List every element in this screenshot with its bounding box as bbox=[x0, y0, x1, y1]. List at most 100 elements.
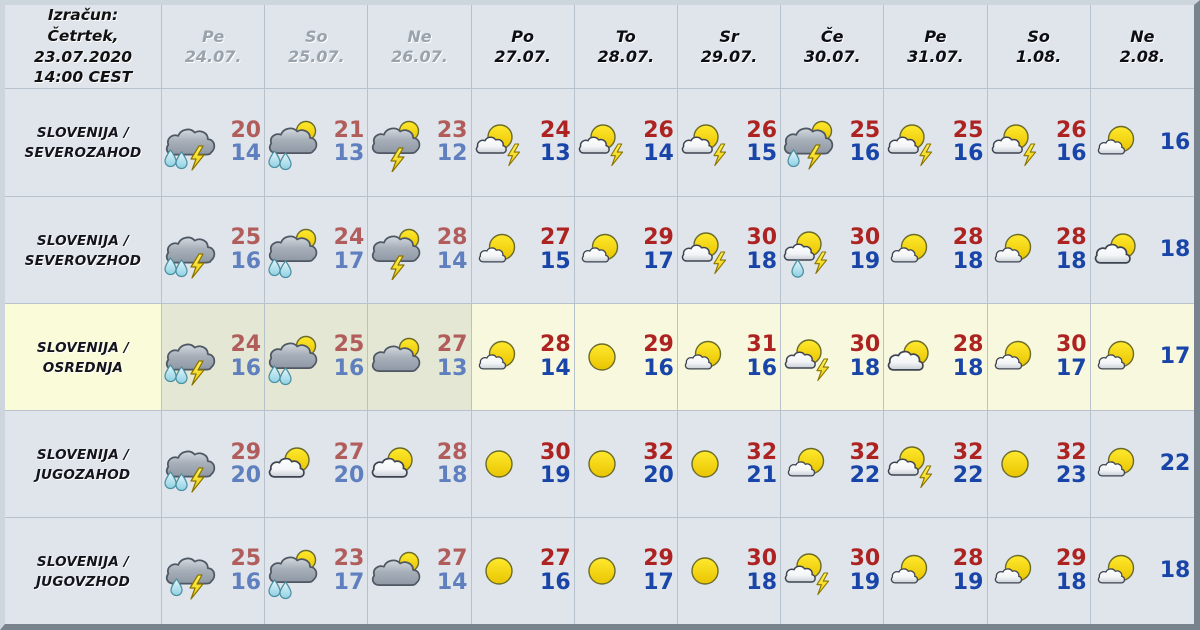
temperature-max: 27 bbox=[436, 546, 468, 572]
temperature-max: 28 bbox=[540, 332, 571, 358]
forecast-cell[interactable]: 30 18 bbox=[677, 518, 782, 624]
forecast-cell[interactable]: 18 bbox=[1090, 518, 1194, 624]
day-header-po-3[interactable]: Po 27.07. bbox=[471, 5, 575, 90]
temperature-min: 14 bbox=[540, 356, 571, 382]
temperature-pair: 18 bbox=[1150, 197, 1192, 303]
forecast-cell[interactable]: 32 22 bbox=[781, 411, 885, 519]
forecast-cell[interactable]: 26 14 bbox=[574, 89, 678, 197]
temperature-pair: 25 16 bbox=[221, 547, 263, 595]
temperature-max: 30 bbox=[1055, 332, 1087, 358]
forecast-cell[interactable]: 28 18 bbox=[884, 303, 988, 412]
temperature-max: 28 bbox=[952, 332, 984, 358]
forecast-cell[interactable]: 29 17 bbox=[574, 196, 678, 304]
forecast-cell[interactable]: 30 18 bbox=[677, 196, 782, 304]
day-header-ne-2[interactable]: Ne 26.07. bbox=[368, 5, 472, 90]
forecast-cell[interactable]: 27 20 bbox=[265, 411, 369, 519]
day-header-so-1[interactable]: So 25.07. bbox=[265, 5, 369, 90]
forecast-cell[interactable]: 28 18 bbox=[884, 196, 988, 304]
temperature-min: 17 bbox=[333, 248, 365, 274]
forecast-cell[interactable]: 29 16 bbox=[574, 303, 678, 412]
temperature-pair: 29 18 bbox=[1047, 547, 1089, 595]
temperature-max: 32 bbox=[746, 439, 778, 465]
forecast-cell[interactable]: 31 16 bbox=[677, 303, 782, 412]
day-name: Če bbox=[820, 26, 844, 46]
forecast-cell[interactable]: 30 19 bbox=[781, 518, 885, 624]
forecast-cell[interactable]: 21 13 bbox=[265, 89, 369, 197]
forecast-cell[interactable]: 17 bbox=[1090, 303, 1194, 412]
temperature-pair: 28 18 bbox=[943, 226, 985, 274]
forecast-cell[interactable]: 22 bbox=[1090, 411, 1194, 519]
forecast-cell[interactable]: 26 16 bbox=[987, 89, 1091, 197]
temperature-min: 18 bbox=[952, 356, 984, 382]
temperature-pair: 27 20 bbox=[324, 440, 366, 489]
temperature-max: 24 bbox=[333, 224, 365, 250]
day-header-to-4[interactable]: To 28.07. bbox=[574, 5, 678, 90]
forecast-cell[interactable]: 16 bbox=[1090, 89, 1194, 197]
forecast-cell[interactable]: 25 16 bbox=[265, 303, 369, 412]
forecast-cell[interactable]: 23 17 bbox=[265, 518, 369, 624]
temperature-pair: 23 17 bbox=[324, 547, 366, 595]
day-name: Pe bbox=[924, 26, 947, 46]
forecast-cell[interactable]: 30 17 bbox=[987, 303, 1091, 412]
temperature-max: 20 bbox=[230, 117, 262, 143]
forecast-cell[interactable]: 29 18 bbox=[987, 518, 1091, 624]
sun-cloud-icon bbox=[885, 220, 941, 280]
forecast-cell[interactable]: 28 18 bbox=[987, 196, 1091, 304]
temperature-max: 23 bbox=[436, 117, 468, 143]
forecast-cell[interactable]: 24 17 bbox=[265, 196, 369, 304]
forecast-cell[interactable]: 28 14 bbox=[471, 303, 575, 412]
day-header-sr-5[interactable]: Sr 29.07. bbox=[677, 5, 782, 90]
forecast-cell[interactable]: 30 18 bbox=[781, 303, 885, 412]
temperature-pair: 27 16 bbox=[531, 547, 573, 595]
temperature-max: 32 bbox=[643, 439, 674, 465]
forecast-cell[interactable]: 32 22 bbox=[884, 411, 988, 519]
region-label-cell[interactable]: SLOVENIJA / JUGOZAHOD bbox=[5, 411, 162, 519]
region-label-cell[interactable]: SLOVENIJA / JUGOVZHOD bbox=[5, 518, 162, 624]
day-header-pe-0[interactable]: Pe 24.07. bbox=[162, 5, 266, 90]
forecast-cell[interactable]: 30 19 bbox=[781, 196, 885, 304]
region-label-cell[interactable]: SLOVENIJA / SEVEROVZHOD bbox=[5, 196, 162, 304]
forecast-cell[interactable]: 25 16 bbox=[162, 518, 266, 624]
temperature-max: 30 bbox=[746, 224, 778, 250]
day-name: Ne bbox=[407, 26, 432, 46]
temperature-max: 29 bbox=[643, 546, 674, 572]
forecast-cell[interactable]: 32 23 bbox=[987, 411, 1091, 519]
forecast-cell[interactable]: 25 16 bbox=[884, 89, 988, 197]
temperature-max: 32 bbox=[952, 439, 984, 465]
table-header-row: Izračun: Četrtek, 23.07.2020 14:00 CEST … bbox=[5, 5, 1194, 90]
forecast-cell[interactable]: 24 13 bbox=[471, 89, 575, 197]
region-label-cell[interactable]: SLOVENIJA / SEVEROZAHOD bbox=[5, 89, 162, 197]
forecast-cell[interactable]: 20 14 bbox=[162, 89, 266, 197]
forecast-cell[interactable]: 25 16 bbox=[781, 89, 885, 197]
forecast-cell[interactable]: 28 14 bbox=[368, 196, 472, 304]
forecast-cell[interactable]: 29 17 bbox=[574, 518, 678, 624]
day-header-ne-9[interactable]: Ne 2.08. bbox=[1090, 5, 1194, 90]
forecast-cell[interactable]: 28 18 bbox=[368, 411, 472, 519]
forecast-cell[interactable]: 24 16 bbox=[162, 303, 266, 412]
forecast-cell[interactable]: 26 15 bbox=[677, 89, 782, 197]
day-header-če-6[interactable]: Če 30.07. bbox=[781, 5, 885, 90]
region-label-cell[interactable]: SLOVENIJA / OSREDNJA bbox=[5, 303, 162, 412]
temperature-pair: 28 19 bbox=[943, 547, 985, 595]
forecast-cell[interactable]: 27 13 bbox=[368, 303, 472, 412]
forecast-cell[interactable]: 25 16 bbox=[162, 196, 266, 304]
region-name: SLOVENIJA / SEVEROVZHOD bbox=[24, 232, 142, 269]
forecast-cell[interactable]: 32 21 bbox=[677, 411, 782, 519]
temperature-pair: 28 18 bbox=[943, 333, 985, 381]
day-header-pe-7[interactable]: Pe 31.07. bbox=[884, 5, 988, 90]
forecast-cell[interactable]: 27 14 bbox=[368, 518, 472, 624]
forecast-cell[interactable]: 29 20 bbox=[162, 411, 266, 519]
day-header-so-8[interactable]: So 1.08. bbox=[987, 5, 1091, 90]
temperature-pair: 25 16 bbox=[221, 226, 263, 274]
forecast-cell[interactable]: 30 19 bbox=[471, 411, 575, 519]
forecast-cell[interactable]: 32 20 bbox=[574, 411, 678, 519]
forecast-cell[interactable]: 23 12 bbox=[368, 89, 472, 197]
calculation-time-text: Izračun: Četrtek, 23.07.2020 14:00 CEST bbox=[33, 6, 133, 87]
forecast-cell[interactable]: 27 16 bbox=[471, 518, 575, 624]
temperature-pair: 21 13 bbox=[324, 118, 366, 167]
forecast-cell[interactable]: 27 15 bbox=[471, 196, 575, 304]
forecast-cell[interactable]: 18 bbox=[1090, 196, 1194, 304]
sun-cloud-thunder-icon bbox=[885, 112, 941, 172]
forecast-cell[interactable]: 28 19 bbox=[884, 518, 988, 624]
